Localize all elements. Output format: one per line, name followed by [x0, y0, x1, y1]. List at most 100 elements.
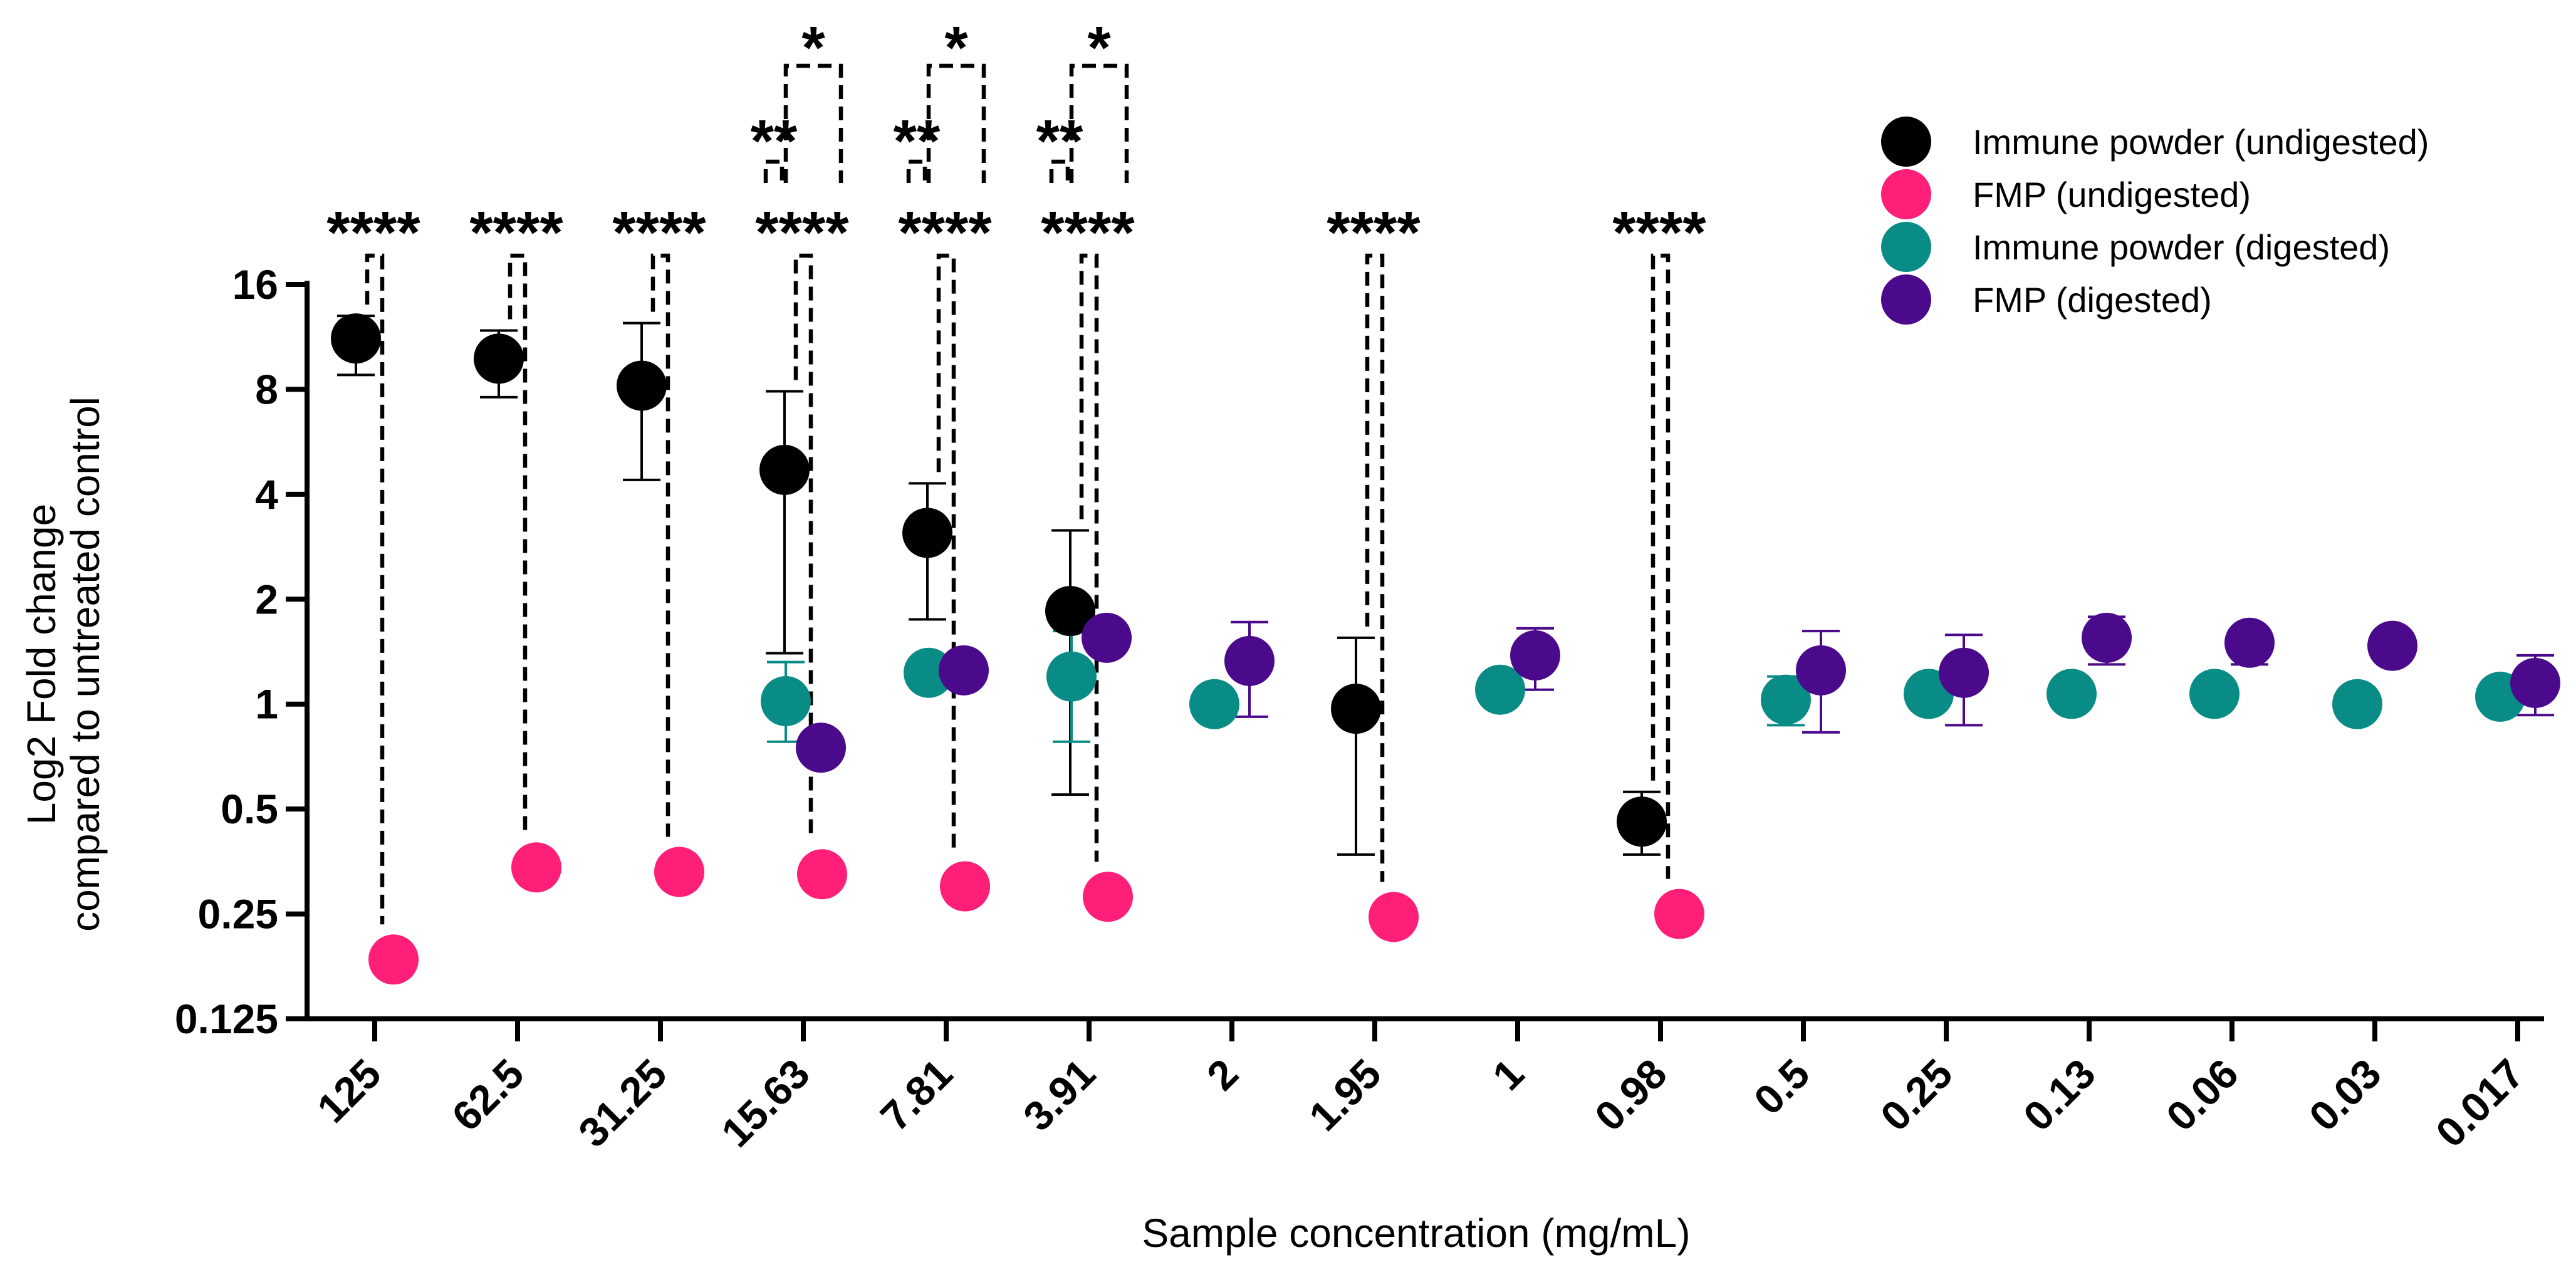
point-immune-powder-digested-0-06: [2189, 669, 2240, 719]
significance-label: ****: [612, 199, 706, 266]
point-immune-powder-undigested-62-5: [474, 333, 524, 384]
data-points: [331, 313, 2560, 985]
y-tick-label: 0.125: [175, 996, 278, 1042]
legend-label: FMP (undigested): [1973, 175, 2251, 214]
point-immune-powder-digested-2: [1189, 679, 1239, 729]
legend-label: FMP (digested): [1973, 280, 2212, 320]
significance-label: ****: [1612, 199, 1706, 266]
significance-comparison-3-91-small: **: [1036, 108, 1083, 183]
legend-item-fmp-undigested: FMP (undigested): [1881, 169, 2251, 219]
significance-label: ****: [755, 199, 849, 266]
y-tick-label: 4: [255, 471, 278, 518]
legend-marker: [1881, 222, 1931, 272]
point-fmp-undigested-7-81: [940, 861, 990, 912]
error-bar-immune-powder-undigested-1-95: [1337, 636, 1375, 856]
bracket-line: [650, 253, 670, 837]
x-tick-label-1: 1: [1484, 1050, 1533, 1099]
point-fmp-undigested-0-98: [1654, 889, 1704, 939]
significance-label: ****: [1041, 199, 1135, 266]
point-immune-powder-digested-1: [1475, 664, 1525, 715]
error-bar-immune-powder-undigested-15-63: [766, 390, 803, 655]
x-tick-label-62-5: 62.5: [443, 1050, 533, 1140]
point-fmp-digested-0-13: [2082, 612, 2132, 663]
point-fmp-digested-15-63: [796, 722, 846, 773]
legend-marker: [1881, 117, 1931, 167]
significance-comparison-31-25-long: ****: [612, 199, 706, 837]
bracket-line: [365, 253, 385, 925]
point-immune-powder-undigested-125: [331, 313, 381, 364]
x-tick-label-0-06: 0.06: [2157, 1050, 2247, 1140]
bracket-line: [906, 159, 927, 183]
point-immune-powder-undigested-31-25: [617, 360, 667, 411]
legend-item-immune-powder-undigested: Immune powder (undigested): [1881, 117, 2429, 167]
legend-marker: [1881, 169, 1931, 219]
x-tick-label-125: 125: [308, 1050, 390, 1132]
significance-label: ****: [898, 199, 992, 266]
point-fmp-undigested-3-91: [1083, 872, 1133, 922]
x-tick-label-1-95: 1.95: [1300, 1050, 1390, 1140]
x-tick-label-31-25: 31.25: [570, 1050, 675, 1156]
legend-item-immune-powder-digested: Immune powder (digested): [1881, 222, 2390, 272]
point-fmp-digested-2: [1224, 635, 1275, 686]
x-tick-label-0-98: 0.98: [1586, 1050, 1676, 1140]
y-axis-ticks: 16 8 4 2 1 0.5 0.25 0.125: [175, 261, 307, 1042]
x-axis-title: Sample concentration (mg/mL): [1142, 1211, 1690, 1256]
point-immune-powder-undigested-0-98: [1617, 796, 1667, 847]
x-axis-ticks: 125 62.5 31.25 15.63 7.81 3.91 2 1.95 1 0.98 0.5 0.…: [308, 1019, 2533, 1156]
y-axis-title-line2: compared to untreated control: [63, 397, 108, 932]
x-tick-label-3-91: 3.91: [1014, 1050, 1104, 1140]
axes: [305, 281, 2544, 1021]
legend-item-fmp-digested: FMP (digested): [1881, 274, 2212, 325]
y-tick-label: 0.25: [198, 891, 278, 937]
significance-brackets: **** **** **** ************************* ***…: [326, 14, 1706, 925]
significance-comparison-125-long: ****: [326, 199, 420, 925]
x-tick-label-7-81: 7.81: [872, 1050, 961, 1140]
y-axis-title-line1: Log2 Fold change: [19, 504, 64, 825]
significance-comparison-1-95-long: ****: [1327, 199, 1421, 882]
point-immune-powder-undigested-15-63: [759, 444, 810, 495]
legend-label: Immune powder (undigested): [1973, 122, 2429, 162]
significance-label: ****: [326, 199, 420, 266]
significance-label: **: [1036, 108, 1083, 175]
point-fmp-digested-0-25: [1939, 647, 1989, 698]
significance-label: **: [894, 108, 941, 175]
x-tick-label-2: 2: [1198, 1050, 1247, 1099]
significance-label: ****: [469, 199, 563, 266]
point-fmp-undigested-1-95: [1369, 892, 1419, 942]
bracket-line: [936, 253, 956, 852]
point-immune-powder-digested-0-5: [1761, 674, 1811, 725]
significance-label: *: [944, 14, 968, 81]
point-fmp-digested-1: [1510, 630, 1560, 680]
bracket-line: [793, 253, 813, 840]
point-fmp-undigested-62-5: [511, 842, 561, 893]
point-immune-powder-digested-0-13: [2047, 669, 2097, 719]
bracket-line: [1650, 253, 1671, 879]
legend: Immune powder (undigested) FMP (undigeste…: [1881, 117, 2429, 325]
bracket-line: [1079, 253, 1099, 862]
legend-marker: [1881, 274, 1931, 325]
bracket-line: [1365, 253, 1385, 882]
significance-label: ****: [1327, 199, 1421, 266]
x-tick-label-0-017: 0.017: [2427, 1050, 2533, 1156]
y-tick-label: 8: [255, 366, 278, 412]
point-fmp-undigested-125: [368, 934, 419, 985]
point-fmp-undigested-31-25: [654, 847, 704, 897]
point-immune-powder-undigested-3-91: [1045, 586, 1095, 637]
significance-label: *: [801, 14, 825, 81]
significance-comparison-62-5-long: ****: [469, 199, 563, 833]
x-tick-label-0-13: 0.13: [2015, 1050, 2104, 1140]
significance-comparison-15-63-small: **: [751, 108, 798, 183]
x-tick-label-15-63: 15.63: [712, 1050, 818, 1156]
y-tick-label: 1: [255, 681, 278, 727]
significance-comparison-3-91-top: *: [1069, 14, 1129, 183]
y-tick-label: 16: [232, 261, 278, 308]
bracket-line: [1049, 159, 1070, 183]
y-tick-label: 2: [255, 576, 278, 622]
point-immune-powder-digested-0-03: [2332, 679, 2382, 729]
significance-comparison-15-63-top: *: [783, 14, 843, 183]
point-immune-powder-digested-3-91: [1046, 651, 1097, 702]
point-fmp-digested-0-017: [2510, 657, 2560, 708]
significance-comparison-3-91-long: ****: [1041, 199, 1135, 862]
point-immune-powder-undigested-1-95: [1331, 684, 1381, 734]
